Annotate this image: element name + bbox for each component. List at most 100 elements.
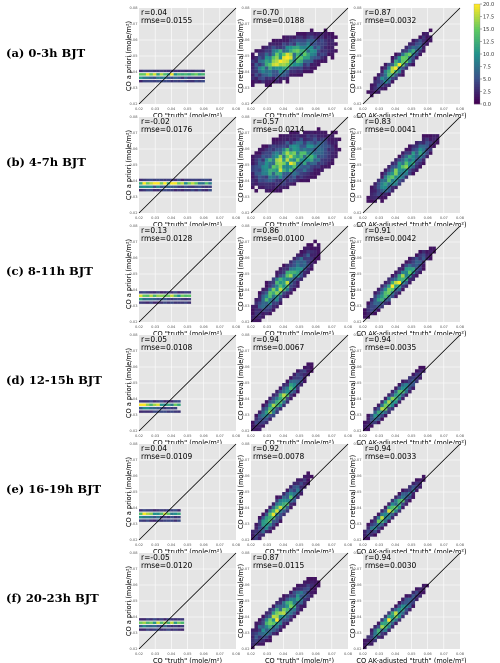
density-cell (309, 168, 314, 172)
density-cell (173, 625, 178, 628)
density-cell (268, 516, 272, 520)
density-cell (257, 642, 262, 646)
density-cell (145, 516, 150, 519)
density-cell (254, 76, 259, 81)
density-cell (152, 516, 157, 519)
density-cell (285, 42, 290, 46)
density-cell (330, 147, 335, 152)
density-cell (292, 49, 297, 53)
x-tick-label: 0.02 (359, 325, 367, 329)
density-cell (278, 147, 283, 152)
density-cell (268, 400, 272, 404)
density-cell (268, 168, 272, 172)
density-cell (394, 165, 398, 169)
density-cell (313, 577, 317, 581)
row-label-f: (f) 20-23h BJT (6, 591, 99, 605)
one-to-one-line (138, 116, 237, 214)
y-tick-label: 0.04 (353, 615, 362, 619)
x-tick-label: 0.08 (456, 652, 465, 656)
density-cell (282, 171, 286, 176)
density-cell (296, 253, 300, 257)
density-cell (380, 86, 384, 91)
density-cell (292, 56, 297, 60)
density-cell (275, 396, 279, 401)
density-cell (366, 199, 371, 203)
x-tick-label: 0.03 (375, 543, 383, 547)
density-cell (292, 594, 297, 598)
x-tick-label: 0.06 (312, 107, 321, 111)
density-cell (369, 192, 374, 196)
density-cell (316, 127, 321, 131)
density-cell (251, 175, 255, 179)
x-tick-label: 0.04 (391, 652, 400, 656)
density-cell (320, 59, 324, 63)
y-tick-label: 0.02 (241, 102, 249, 106)
density-cell (170, 628, 174, 631)
density-cell (299, 587, 304, 591)
y-tick-label: 0.07 (353, 240, 361, 244)
density-cell (309, 69, 314, 74)
density-cell (197, 178, 202, 182)
density-cell (296, 178, 300, 183)
density-cell (251, 161, 255, 166)
density-cell (190, 185, 195, 188)
density-cell (261, 144, 265, 148)
density-cell (170, 73, 174, 76)
density-cell (173, 73, 178, 76)
density-cell (320, 42, 324, 46)
x-tick-label: 0.03 (263, 543, 271, 547)
density-cell (282, 52, 286, 57)
density-cell (264, 298, 269, 302)
y-tick-label: 0.04 (129, 615, 138, 619)
density-cell (390, 611, 395, 615)
density-cell (145, 73, 150, 76)
rmse-value: rmse=0.0108 (141, 343, 193, 352)
density-cell (397, 604, 402, 608)
density-cell (387, 80, 391, 84)
density-cell (261, 151, 265, 155)
x-axis-label: CO "truth" (mole/m²) (265, 221, 334, 229)
density-cell (271, 400, 276, 404)
x-tick-label: 0.04 (279, 325, 288, 329)
density-cell (282, 144, 286, 148)
density-cell (366, 638, 371, 643)
density-cell (376, 410, 381, 414)
density-cell (313, 165, 317, 169)
density-cell (296, 376, 300, 380)
colorbar-segment (474, 24, 480, 27)
x-tick-label: 0.03 (151, 543, 159, 547)
density-cell (296, 38, 300, 43)
density-cell (316, 246, 321, 251)
density-cell (299, 485, 304, 489)
density-cell (282, 134, 286, 138)
density-cell (275, 137, 279, 142)
density-cell (142, 621, 147, 624)
density-cell (204, 185, 209, 188)
density-cell (282, 141, 286, 145)
density-cell (302, 478, 307, 482)
x-tick-label: 0.05 (407, 216, 415, 220)
density-cell (404, 175, 409, 179)
density-cell (380, 182, 384, 186)
one-to-one-line (362, 334, 461, 432)
density-cell (257, 151, 262, 155)
x-tick-label: 0.07 (328, 107, 336, 111)
density-cell (376, 519, 381, 523)
density-cell (401, 178, 405, 183)
density-cell (292, 154, 297, 159)
x-tick-label: 0.06 (424, 434, 433, 438)
density-cell (369, 185, 374, 190)
density-cell (380, 185, 384, 190)
density-cell (299, 604, 304, 608)
density-cell (187, 294, 192, 297)
density-cell (251, 66, 255, 70)
rmse-value: rmse=0.0032 (365, 16, 417, 25)
x-tick-label: 0.04 (391, 434, 400, 438)
density-cell (366, 90, 371, 94)
density-cell (383, 284, 388, 288)
density-cell (173, 76, 178, 79)
density-cell (251, 171, 255, 176)
density-cell (145, 182, 150, 185)
density-cell (271, 175, 276, 179)
density-cell (264, 147, 269, 152)
